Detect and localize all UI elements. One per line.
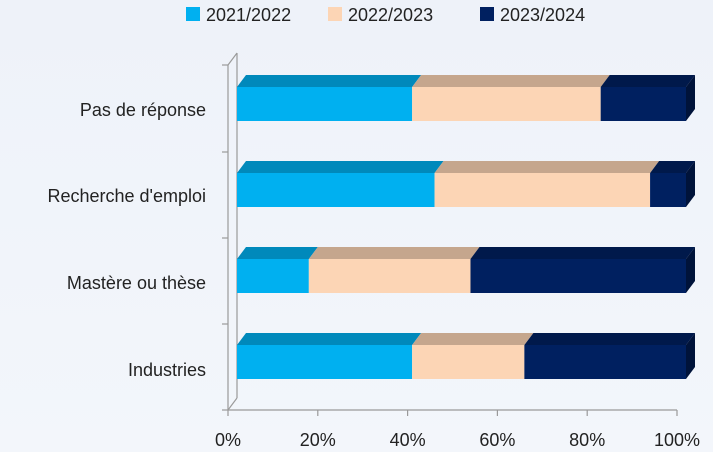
bar-top-face bbox=[600, 75, 695, 87]
legend-swatch bbox=[186, 7, 200, 21]
category-label: Pas de réponse bbox=[80, 100, 206, 120]
bar-top-face bbox=[650, 161, 695, 173]
legend-item: 2022/2023 bbox=[328, 5, 433, 25]
bar-segment bbox=[470, 247, 695, 293]
bar-front-face bbox=[470, 259, 686, 293]
bar-top-face bbox=[470, 247, 695, 259]
floor-edge-line bbox=[227, 397, 238, 411]
bar-segment bbox=[237, 75, 422, 121]
legend: 2021/2022 2022/2023 2023/2024 bbox=[186, 5, 585, 25]
bar-front-face bbox=[308, 259, 471, 293]
category-labels: Pas de réponse Recherche d'emploi Mastère … bbox=[47, 100, 206, 380]
bar-segment bbox=[524, 333, 695, 379]
bar-top-face bbox=[237, 75, 422, 87]
bar-top-face bbox=[412, 333, 534, 345]
bar-segment bbox=[434, 161, 660, 207]
bar-top-face bbox=[237, 333, 422, 345]
wall-top-edge bbox=[227, 52, 238, 66]
bar-front-face bbox=[237, 87, 413, 121]
legend-swatch bbox=[480, 7, 494, 21]
category-label: Industries bbox=[128, 360, 206, 380]
bar-top-face bbox=[412, 75, 610, 87]
bar-top-face bbox=[237, 247, 318, 259]
bar-front-face bbox=[650, 173, 686, 207]
category-label: Recherche d'emploi bbox=[47, 186, 206, 206]
bar-front-face bbox=[237, 173, 435, 207]
bar-front-face bbox=[524, 345, 686, 379]
bar-front-face bbox=[434, 173, 651, 207]
legend-item: 2021/2022 bbox=[186, 5, 291, 25]
bar-side-face bbox=[686, 333, 695, 379]
x-tick-label: 20% bbox=[300, 430, 336, 450]
legend-label: 2023/2024 bbox=[500, 5, 585, 25]
x-tick-label: 100% bbox=[654, 430, 700, 450]
x-tick-labels: 0% 20% 40% 60% 80% 100% bbox=[215, 430, 700, 450]
x-tick-label: 80% bbox=[569, 430, 605, 450]
bar-top-face bbox=[524, 333, 695, 345]
legend-item: 2023/2024 bbox=[480, 5, 585, 25]
bar-segment bbox=[237, 161, 444, 207]
category-label: Mastère ou thèse bbox=[67, 273, 206, 293]
legend-label: 2022/2023 bbox=[348, 5, 433, 25]
bar-segment bbox=[412, 333, 534, 379]
bar-front-face bbox=[412, 345, 525, 379]
bar-segment bbox=[650, 161, 695, 207]
bar-top-face bbox=[434, 161, 660, 173]
bar-segment bbox=[600, 75, 695, 121]
bar-side-face bbox=[686, 247, 695, 293]
x-tick-label: 60% bbox=[479, 430, 515, 450]
legend-swatch bbox=[328, 7, 342, 21]
bar-front-face bbox=[600, 87, 686, 121]
bar-front-face bbox=[412, 87, 601, 121]
bar-side-face bbox=[686, 161, 695, 207]
x-tick-label: 40% bbox=[390, 430, 426, 450]
bar-segment bbox=[237, 247, 318, 293]
legend-label: 2021/2022 bbox=[206, 5, 291, 25]
bar-segment bbox=[237, 333, 422, 379]
bar-front-face bbox=[237, 259, 309, 293]
bar-top-face bbox=[237, 161, 444, 173]
bar-side-face bbox=[686, 75, 695, 121]
bar-segment bbox=[308, 247, 480, 293]
bar-front-face bbox=[237, 345, 413, 379]
x-tick-label: 0% bbox=[215, 430, 241, 450]
bars bbox=[237, 75, 695, 379]
bar-segment bbox=[412, 75, 610, 121]
bar-top-face bbox=[308, 247, 480, 259]
